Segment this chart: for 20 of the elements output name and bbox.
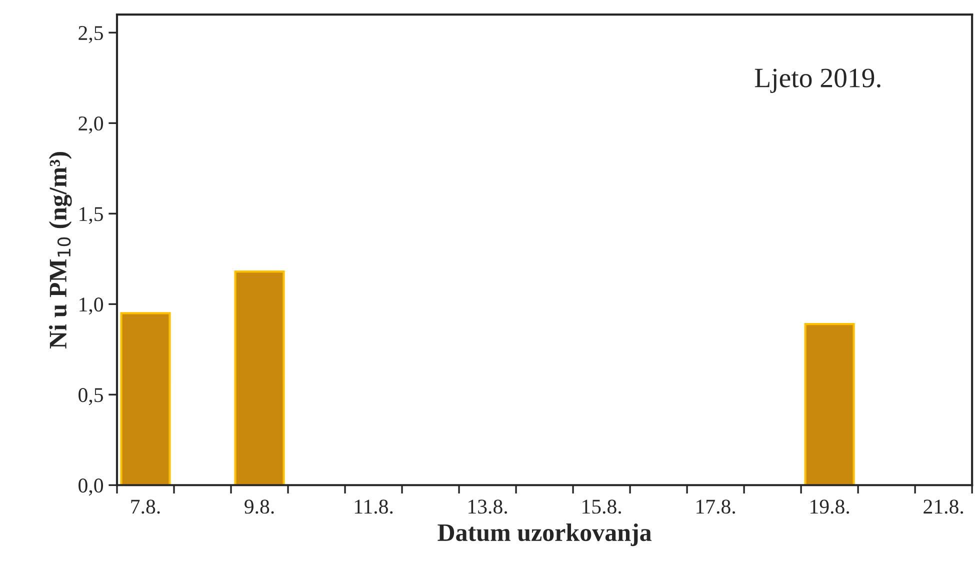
x-tick-label: 21.8. — [924, 500, 964, 514]
x-tick-label: 11.8. — [354, 500, 393, 514]
x-tick-label: 15.8. — [582, 500, 621, 514]
bar — [234, 270, 285, 486]
y-tick-label: 2,5 — [78, 26, 103, 44]
x-tick-label: 19.8. — [810, 500, 850, 514]
bar — [804, 322, 855, 486]
y-tick-label: 1,0 — [80, 298, 104, 315]
x-tick-label: 9.8. — [244, 500, 274, 514]
x-axis-title: Datum uzorkovanja — [438, 523, 652, 546]
x-tick-label: 7.8. — [131, 500, 160, 514]
y-tick-label: 1,5 — [80, 207, 103, 224]
y-tick-label: 0,5 — [78, 388, 103, 406]
annotation: Ljeto 2019. — [754, 68, 880, 94]
y-tick-label: 0,0 — [78, 478, 104, 496]
x-tick-label: 13.8. — [468, 500, 507, 514]
y-axis-title: Ni u PM$_{10}$ (ng/m³) — [48, 152, 72, 348]
x-tick-label: 17.8. — [696, 500, 736, 514]
bar — [120, 312, 171, 486]
y-tick-label: 2,0 — [78, 116, 104, 134]
